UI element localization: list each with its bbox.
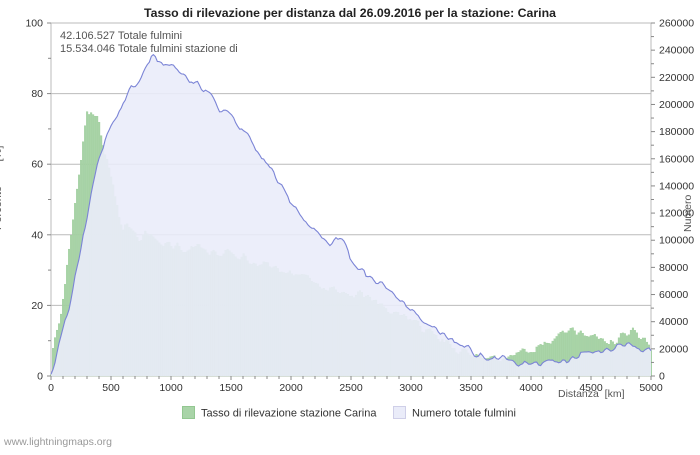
- svg-text:20: 20: [31, 300, 43, 312]
- svg-text:200000: 200000: [659, 99, 694, 111]
- svg-text:60: 60: [31, 159, 43, 171]
- svg-text:240000: 240000: [659, 45, 694, 57]
- svg-text:80: 80: [31, 88, 43, 100]
- svg-text:40000: 40000: [659, 316, 688, 328]
- svg-text:3000: 3000: [399, 382, 423, 394]
- svg-text:40: 40: [31, 229, 43, 241]
- svg-text:140000: 140000: [659, 180, 694, 192]
- svg-text:4000: 4000: [519, 382, 543, 394]
- svg-text:20000: 20000: [659, 343, 688, 355]
- svg-text:100000: 100000: [659, 235, 694, 247]
- svg-text:180000: 180000: [659, 126, 694, 138]
- svg-text:1000: 1000: [159, 382, 183, 394]
- svg-text:3500: 3500: [459, 382, 483, 394]
- svg-text:0: 0: [48, 382, 54, 394]
- svg-text:0: 0: [37, 371, 43, 383]
- svg-text:2500: 2500: [339, 382, 363, 394]
- svg-text:220000: 220000: [659, 72, 694, 84]
- svg-text:160000: 160000: [659, 153, 694, 165]
- svg-text:1500: 1500: [219, 382, 243, 394]
- svg-text:80000: 80000: [659, 262, 688, 274]
- svg-text:60000: 60000: [659, 289, 688, 301]
- svg-text:2000: 2000: [279, 382, 303, 394]
- svg-text:5000: 5000: [639, 382, 663, 394]
- svg-text:0: 0: [659, 371, 665, 383]
- svg-text:500: 500: [102, 382, 120, 394]
